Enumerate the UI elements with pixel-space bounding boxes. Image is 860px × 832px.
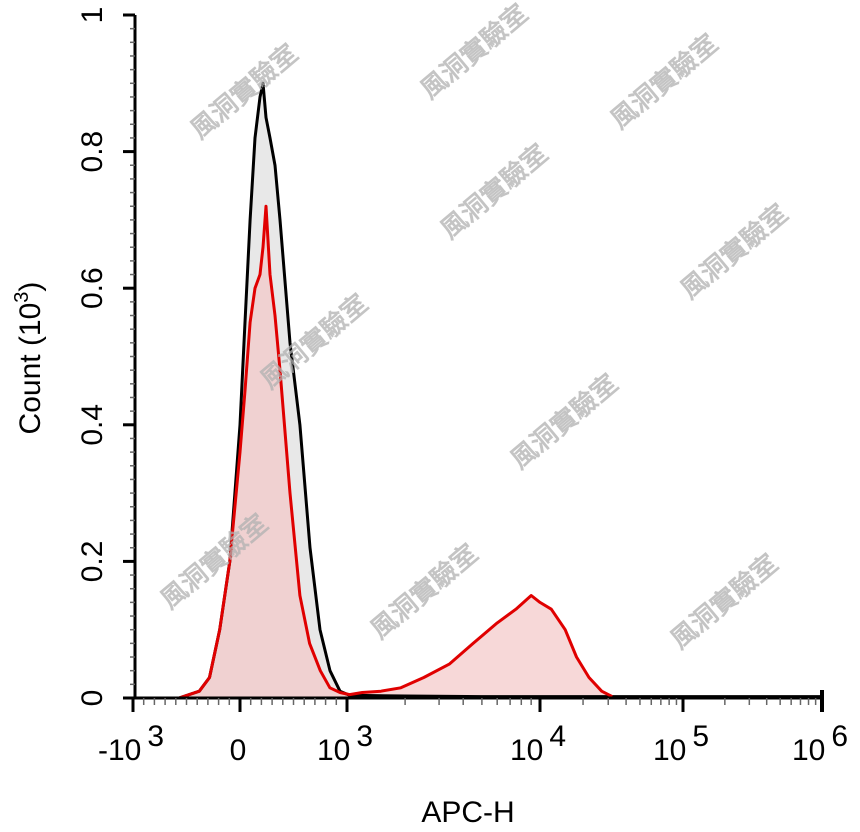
y-tick-label: 0.2 bbox=[76, 541, 109, 583]
x-axis-title: APC-H bbox=[421, 796, 514, 829]
y-tick-label-text: 1 bbox=[76, 7, 109, 24]
watermark-text: 風洞實驗室 bbox=[665, 548, 785, 655]
y-axis-title: Count (103) bbox=[11, 282, 47, 435]
series-lines bbox=[178, 81, 822, 700]
y-tick-label: 0.8 bbox=[76, 131, 109, 173]
watermark-text: 風洞實驗室 bbox=[185, 38, 305, 145]
tick-labels: 0 0.2 0.4 0.6 0.8 1 -10 3 0 10 3 10 4 10 5 10 6 bbox=[76, 7, 848, 767]
watermark-text: 風洞實驗室 bbox=[365, 538, 485, 645]
x-tick-label: 0 bbox=[230, 734, 247, 767]
watermark-text: 風洞實驗室 bbox=[505, 368, 625, 475]
watermark-text: 風洞實驗室 bbox=[605, 28, 725, 135]
svg-text:Count (103): Count (103) bbox=[11, 282, 47, 435]
watermark-text: 風洞實驗室 bbox=[415, 0, 535, 105]
y-tick-label: 0.4 bbox=[76, 404, 109, 446]
watermark-text: 風洞實驗室 bbox=[675, 198, 795, 305]
series-fills bbox=[179, 83, 822, 699]
y-tick-label-text: 0.4 bbox=[76, 404, 109, 446]
x-tick-label: 10 4 bbox=[510, 720, 566, 767]
series-1-fill bbox=[179, 206, 613, 698]
y-tick-label-text: 0.2 bbox=[76, 541, 109, 583]
series-1-line bbox=[178, 204, 613, 700]
y-tick-label: 1 bbox=[76, 7, 109, 24]
x-tick-label: 10 6 bbox=[792, 720, 848, 767]
y-tick-label-text: 0.6 bbox=[76, 267, 109, 309]
x-tick-label: 10 3 bbox=[317, 720, 373, 767]
x-tick-label: -10 3 bbox=[98, 720, 164, 767]
watermark-text: 風洞實驗室 bbox=[435, 138, 555, 245]
x-tick-label: 10 5 bbox=[653, 720, 709, 767]
axes bbox=[123, 13, 824, 712]
y-tick-label-text: 0.8 bbox=[76, 131, 109, 173]
y-tick-label: 0.6 bbox=[76, 267, 109, 309]
y-tick-label-text: 0 bbox=[76, 690, 109, 707]
y-tick-label: 0 bbox=[76, 690, 109, 707]
